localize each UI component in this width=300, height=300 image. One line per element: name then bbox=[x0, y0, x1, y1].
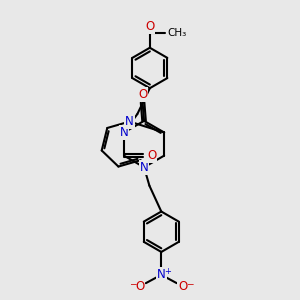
Text: O: O bbox=[178, 280, 187, 292]
Text: CH₃: CH₃ bbox=[168, 28, 187, 38]
Text: N: N bbox=[125, 115, 134, 128]
Text: O: O bbox=[145, 20, 154, 33]
Text: −: − bbox=[186, 279, 193, 288]
Text: N: N bbox=[140, 161, 148, 174]
Text: O: O bbox=[138, 88, 147, 100]
Text: −: − bbox=[129, 279, 137, 288]
Text: +: + bbox=[164, 267, 171, 276]
Text: N: N bbox=[157, 268, 166, 281]
Text: O: O bbox=[147, 149, 156, 162]
Text: O: O bbox=[135, 280, 145, 292]
Text: N: N bbox=[120, 126, 128, 139]
